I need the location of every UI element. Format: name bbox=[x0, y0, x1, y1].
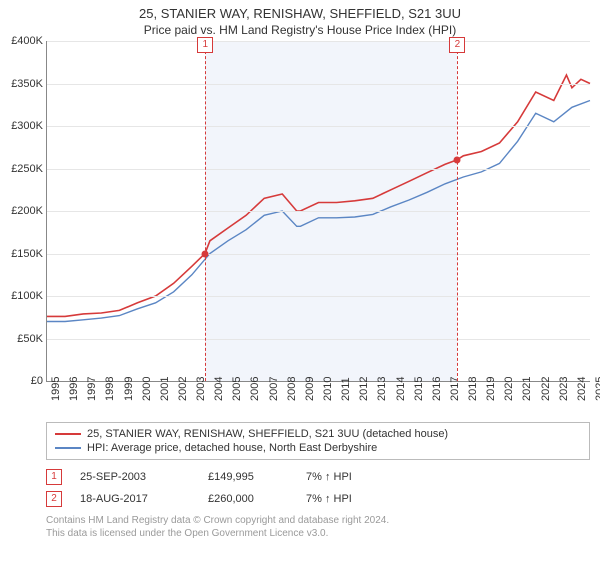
y-axis-label: £400K bbox=[3, 35, 43, 47]
x-axis-label: 2016 bbox=[431, 377, 443, 401]
x-axis-label: 2021 bbox=[521, 377, 533, 401]
x-axis-label: 2001 bbox=[159, 377, 171, 401]
gridline bbox=[47, 41, 590, 42]
transaction-hpi-pct: 7% ↑ HPI bbox=[306, 493, 386, 505]
x-axis-label: 2008 bbox=[286, 377, 298, 401]
transaction-row: 2 18-AUG-2017 £260,000 7% ↑ HPI bbox=[46, 488, 590, 510]
transaction-date: 25-SEP-2003 bbox=[80, 471, 190, 483]
y-axis-label: £300K bbox=[3, 120, 43, 132]
transaction-date: 18-AUG-2017 bbox=[80, 493, 190, 505]
x-axis-label: 2006 bbox=[249, 377, 261, 401]
x-axis-label: 2005 bbox=[231, 377, 243, 401]
x-axis-label: 1999 bbox=[123, 377, 135, 401]
y-axis-label: £150K bbox=[3, 248, 43, 260]
x-axis-label: 2012 bbox=[358, 377, 370, 401]
chart-legend: 25, STANIER WAY, RENISHAW, SHEFFIELD, S2… bbox=[46, 422, 590, 460]
series-price_paid bbox=[47, 75, 590, 316]
y-axis-label: £350K bbox=[3, 78, 43, 90]
x-axis-label: 1996 bbox=[68, 377, 80, 401]
transaction-num-box: 1 bbox=[46, 469, 62, 485]
legend-label: 25, STANIER WAY, RENISHAW, SHEFFIELD, S2… bbox=[87, 428, 448, 440]
x-axis-label: 2004 bbox=[213, 377, 225, 401]
sale-vline bbox=[205, 41, 206, 381]
legend-swatch bbox=[55, 447, 81, 449]
footer-line: Contains HM Land Registry data © Crown c… bbox=[46, 514, 590, 527]
chart-subtitle: Price paid vs. HM Land Registry's House … bbox=[0, 23, 600, 37]
x-axis-label: 2025 bbox=[594, 377, 600, 401]
sale-dot bbox=[454, 157, 461, 164]
x-axis-label: 2024 bbox=[576, 377, 588, 401]
x-axis-label: 2010 bbox=[322, 377, 334, 401]
transaction-price: £149,995 bbox=[208, 471, 288, 483]
x-axis-label: 2017 bbox=[449, 377, 461, 401]
x-axis-label: 2022 bbox=[540, 377, 552, 401]
x-axis-label: 2011 bbox=[340, 377, 352, 401]
transaction-num-box: 2 bbox=[46, 491, 62, 507]
gridline bbox=[47, 84, 590, 85]
gridline bbox=[47, 169, 590, 170]
x-axis-label: 2015 bbox=[413, 377, 425, 401]
sale-marker-2: 2 bbox=[449, 37, 465, 53]
y-axis-label: £0 bbox=[3, 375, 43, 387]
legend-item: 25, STANIER WAY, RENISHAW, SHEFFIELD, S2… bbox=[55, 427, 581, 441]
transaction-row: 1 25-SEP-2003 £149,995 7% ↑ HPI bbox=[46, 466, 590, 488]
x-axis-label: 2014 bbox=[395, 377, 407, 401]
gridline bbox=[47, 339, 590, 340]
x-axis-label: 2009 bbox=[304, 377, 316, 401]
y-axis-label: £50K bbox=[3, 333, 43, 345]
legend-swatch bbox=[55, 433, 81, 435]
gridline bbox=[47, 254, 590, 255]
legend-label: HPI: Average price, detached house, Nort… bbox=[87, 442, 377, 454]
y-axis-label: £250K bbox=[3, 163, 43, 175]
transaction-hpi-pct: 7% ↑ HPI bbox=[306, 471, 386, 483]
chart-title: 25, STANIER WAY, RENISHAW, SHEFFIELD, S2… bbox=[0, 6, 600, 21]
gridline bbox=[47, 126, 590, 127]
y-axis-label: £100K bbox=[3, 290, 43, 302]
x-axis-label: 2019 bbox=[485, 377, 497, 401]
gridline bbox=[47, 296, 590, 297]
attribution-footer: Contains HM Land Registry data © Crown c… bbox=[46, 514, 590, 540]
x-axis-label: 2000 bbox=[141, 377, 153, 401]
x-axis-label: 2020 bbox=[503, 377, 515, 401]
legend-item: HPI: Average price, detached house, Nort… bbox=[55, 441, 581, 455]
sale-dot bbox=[202, 250, 209, 257]
x-axis-label: 2007 bbox=[268, 377, 280, 401]
sale-vline bbox=[457, 41, 458, 381]
gridline bbox=[47, 211, 590, 212]
x-axis-label: 2018 bbox=[467, 377, 479, 401]
footer-line: This data is licensed under the Open Gov… bbox=[46, 527, 590, 540]
sale-marker-1: 1 bbox=[197, 37, 213, 53]
y-axis-label: £200K bbox=[3, 205, 43, 217]
transactions-table: 1 25-SEP-2003 £149,995 7% ↑ HPI 2 18-AUG-2017… bbox=[46, 466, 590, 510]
x-axis-label: 1997 bbox=[86, 377, 98, 401]
price-chart: £0£50K£100K£150K£200K£250K£300K£350K£400… bbox=[46, 41, 590, 382]
x-axis-label: 2023 bbox=[558, 377, 570, 401]
x-axis-label: 2013 bbox=[376, 377, 388, 401]
x-axis-label: 1995 bbox=[50, 377, 62, 401]
transaction-price: £260,000 bbox=[208, 493, 288, 505]
x-axis-label: 1998 bbox=[104, 377, 116, 401]
x-axis-label: 2002 bbox=[177, 377, 189, 401]
